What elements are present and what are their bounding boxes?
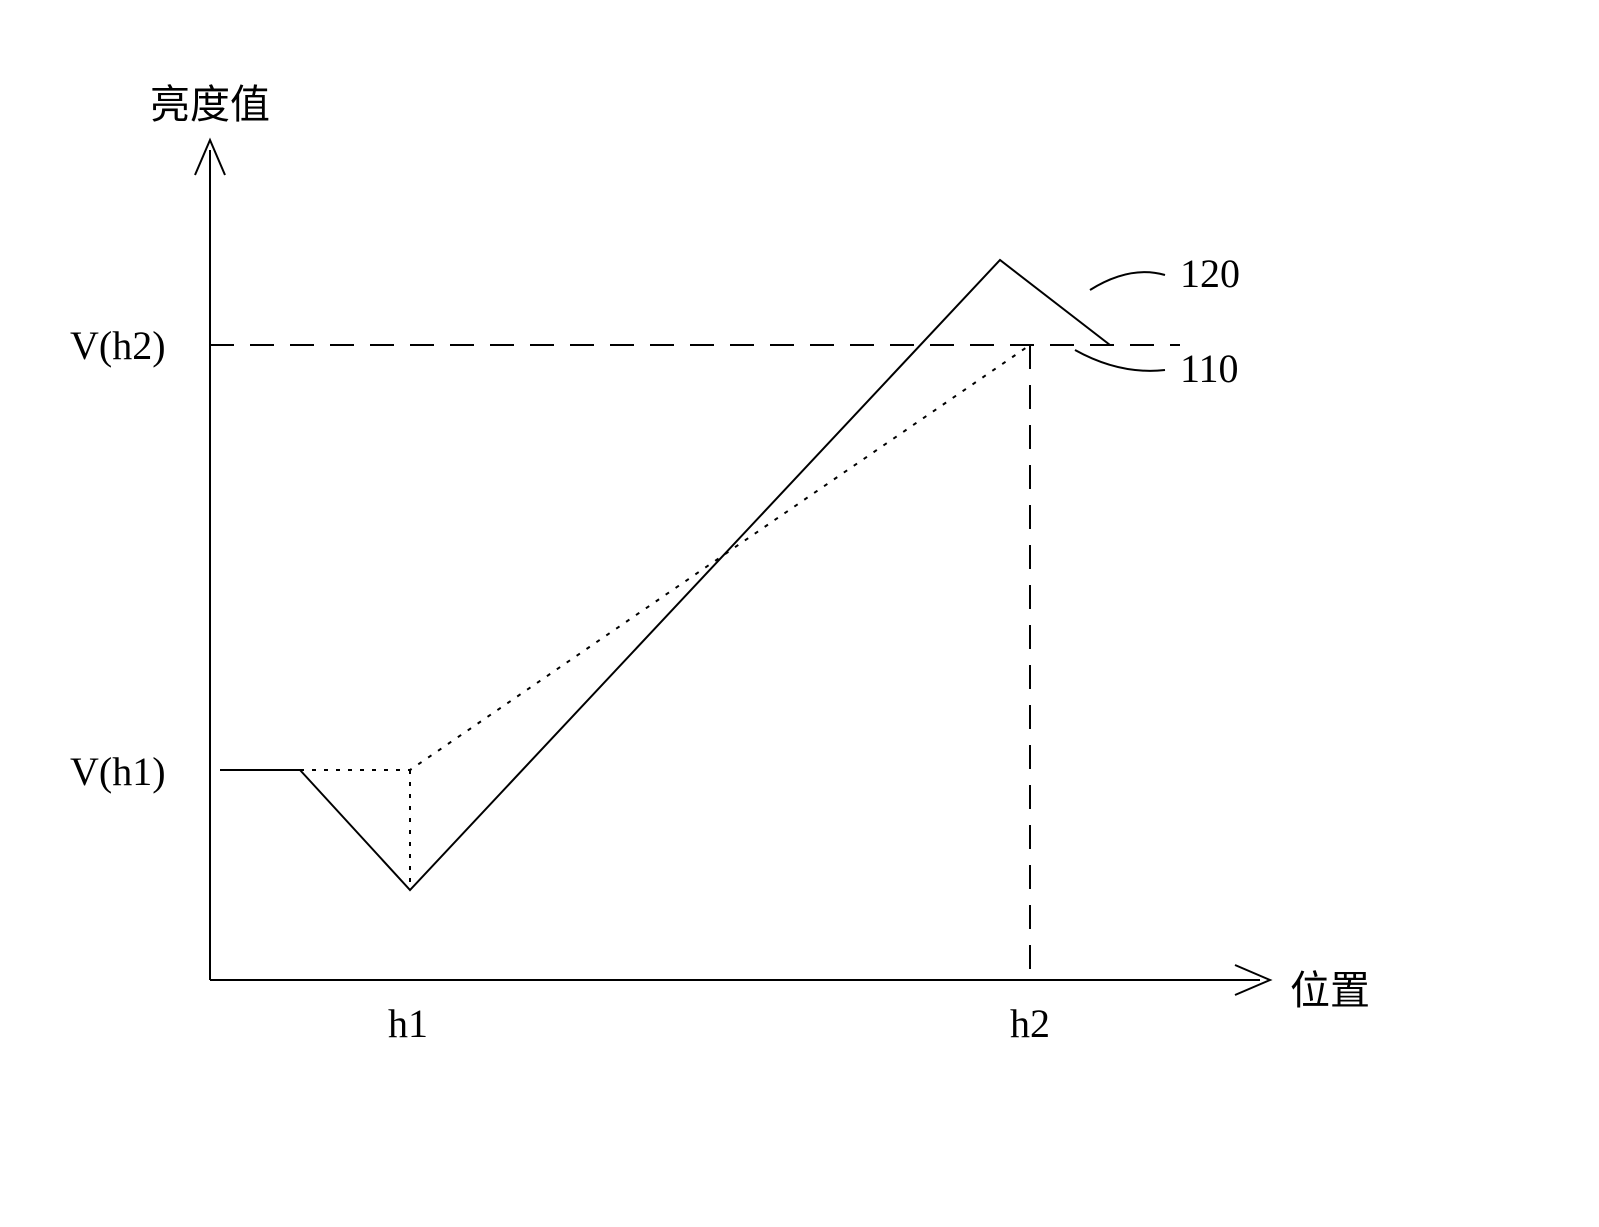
x-tick-h2: h2 [1010,1000,1050,1047]
curve-label-120: 120 [1180,250,1240,297]
diagram-container: 亮度值 位置 V(h2) V(h1) h1 h2 120 110 [0,0,1599,1227]
curve-110 [300,345,1030,770]
curve-label-110: 110 [1180,345,1239,392]
y-tick-v-h1: V(h1) [70,748,166,795]
x-axis-label: 位置 [1290,958,1370,1016]
diagram-svg [0,0,1599,1227]
curve-120-dip [300,260,1110,890]
y-axis-label: 亮度值 [150,72,270,130]
leader-120 [1090,272,1165,290]
y-tick-v-h2: V(h2) [70,322,166,369]
x-tick-h1: h1 [388,1000,428,1047]
leader-110 [1075,350,1165,371]
